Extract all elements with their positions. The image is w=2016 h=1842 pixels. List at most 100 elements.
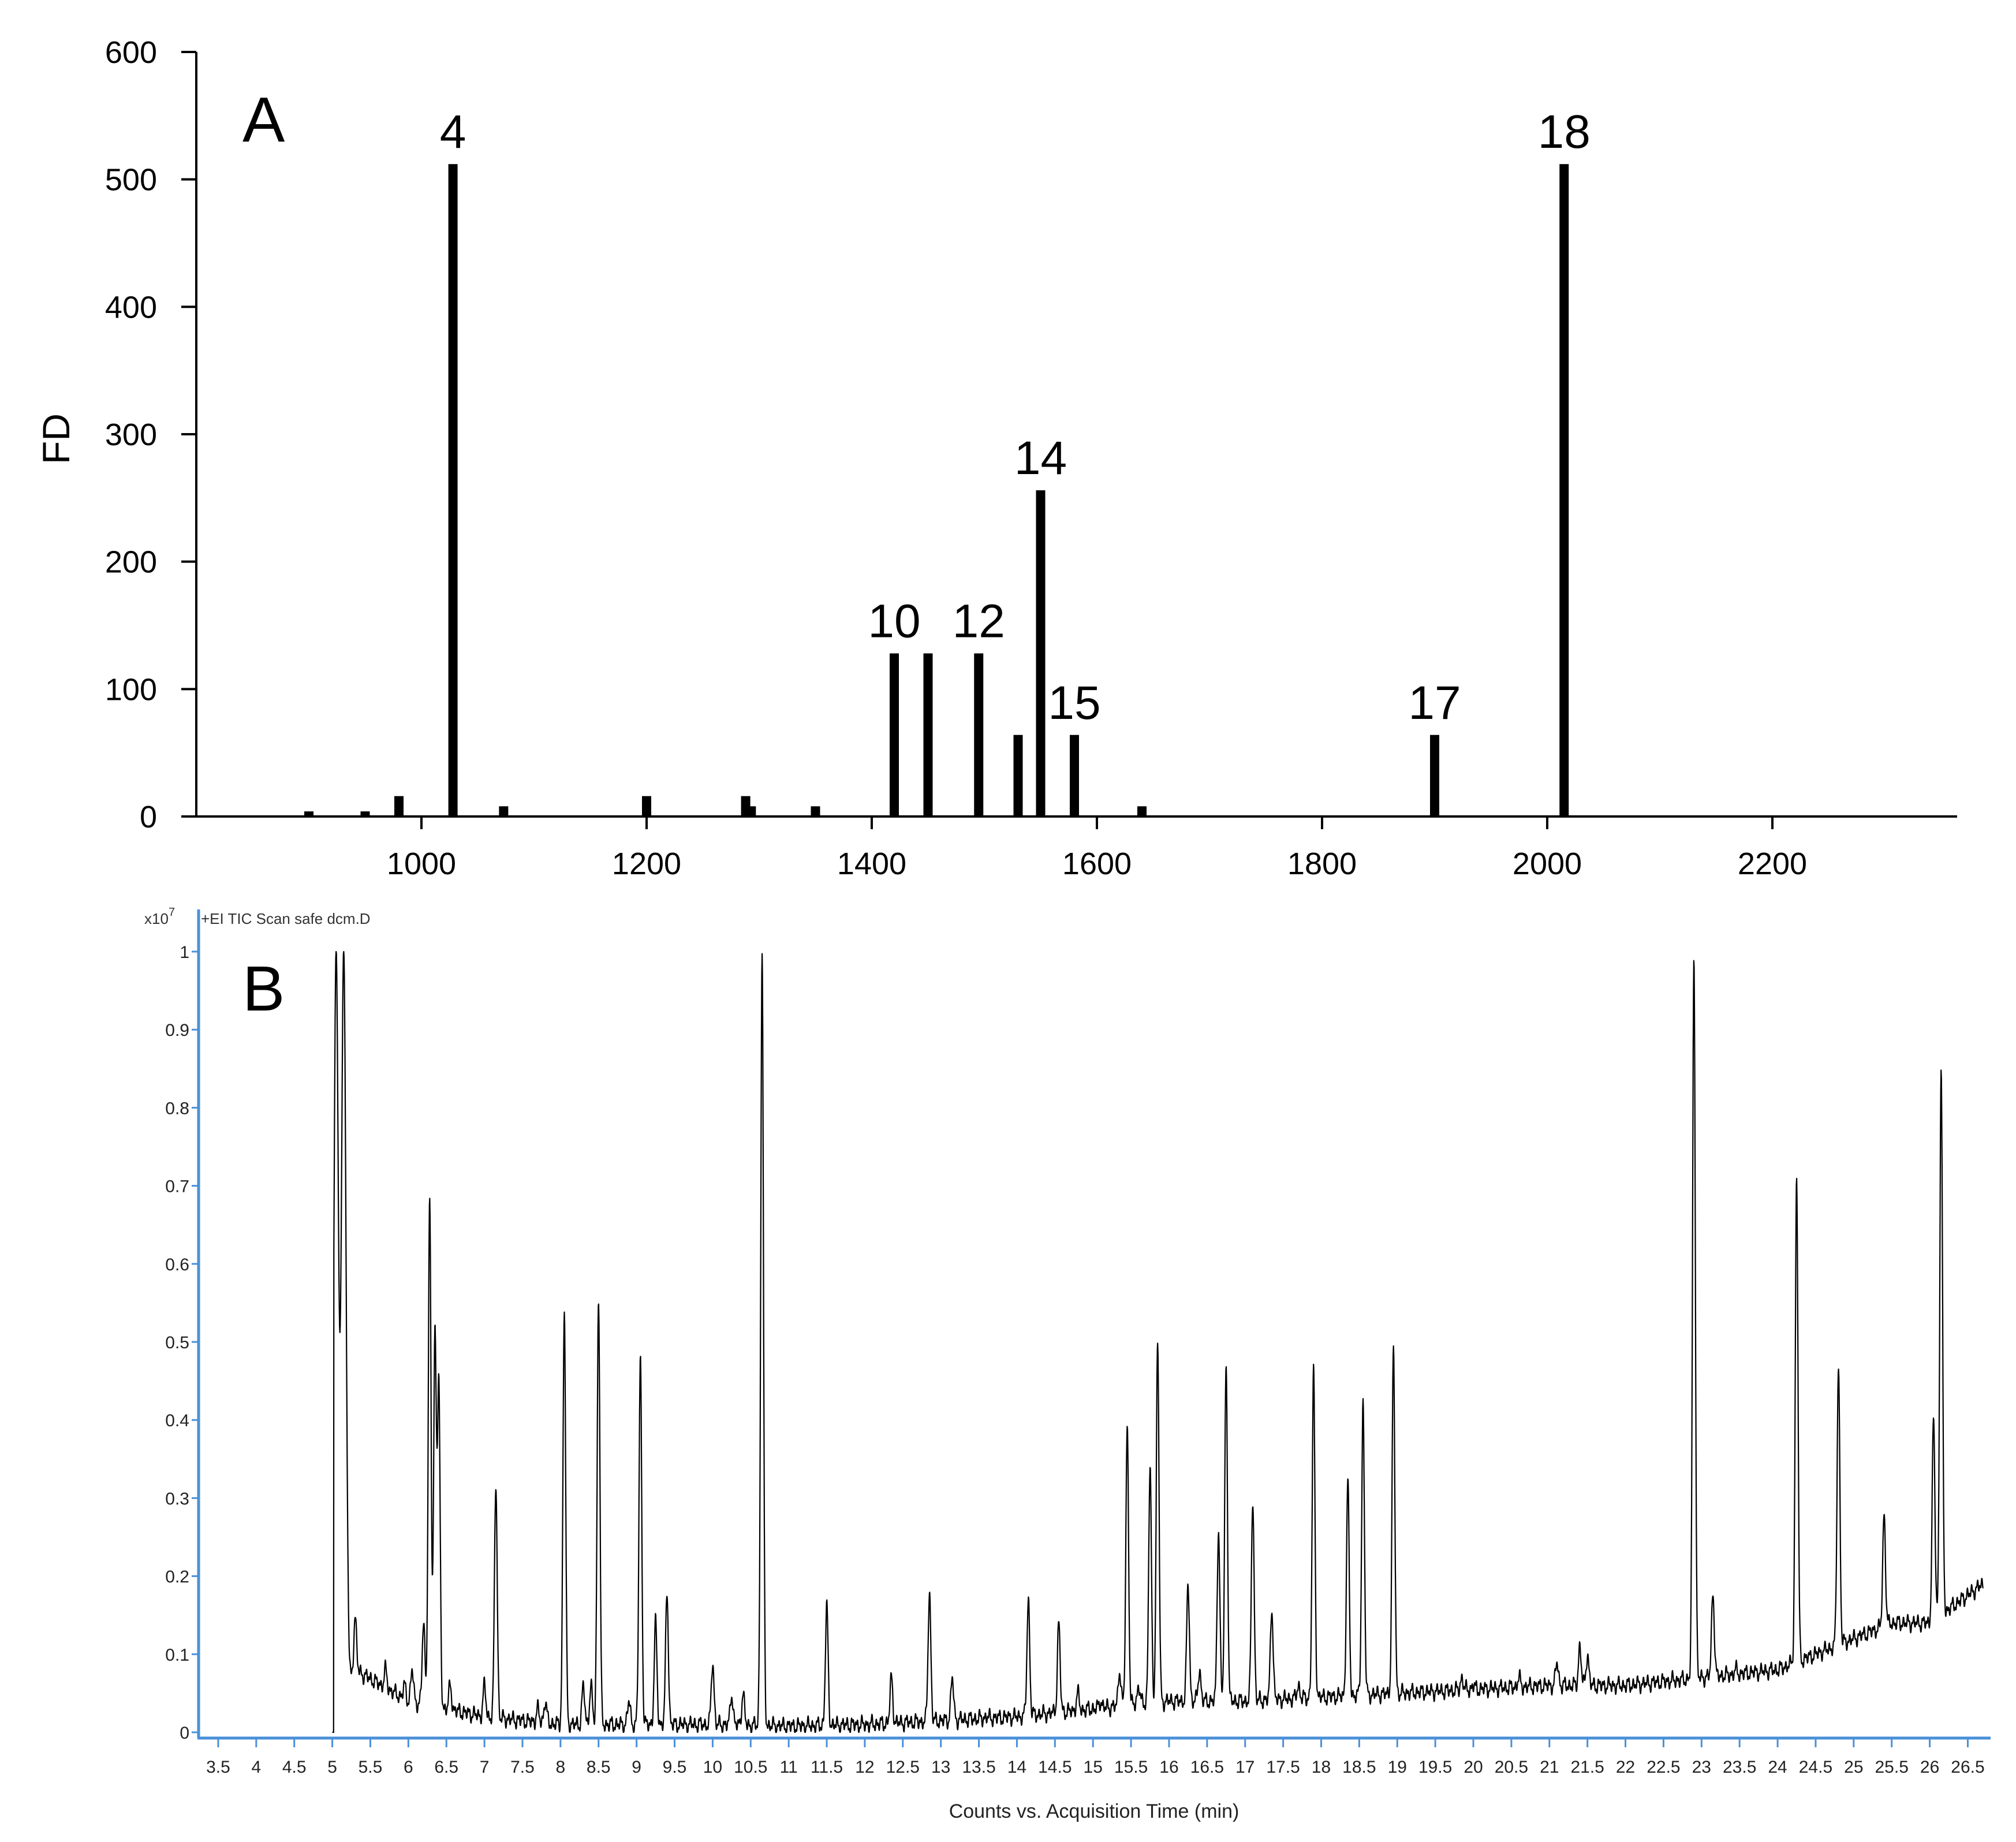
b-xtick-label: 21 <box>1540 1758 1559 1777</box>
panel-b-scale-exponent: 7 <box>169 906 175 919</box>
b-ytick-label: 0.1 <box>165 1646 189 1665</box>
a-ytick-label: 200 <box>105 545 157 580</box>
bar <box>448 164 458 817</box>
a-xtick-label: 2000 <box>1513 847 1582 881</box>
bar <box>394 796 404 816</box>
a-xtick-label: 1600 <box>1062 847 1132 881</box>
bar <box>890 653 899 816</box>
b-xtick-label: 22 <box>1616 1758 1635 1777</box>
bar <box>642 796 651 816</box>
bar <box>923 653 933 816</box>
panel-b: x10 7 +EI TIC Scan safe dcm.D B 0 0.1 0.2 0… <box>144 906 1991 1822</box>
panel-a-label: A <box>242 84 285 155</box>
b-xtick-label: 17 <box>1235 1758 1255 1777</box>
b-xtick-label: 6.5 <box>434 1758 458 1777</box>
bar <box>304 811 313 816</box>
b-ytick-label: 0.6 <box>165 1255 189 1274</box>
bar <box>746 806 756 816</box>
b-xtick-label: 24 <box>1768 1758 1787 1777</box>
a-ytick-label: 100 <box>105 672 157 707</box>
bar <box>1559 164 1569 817</box>
chromatogram-trace <box>332 950 1984 1733</box>
bar <box>1137 806 1147 816</box>
b-ytick-label: 0.7 <box>165 1177 189 1196</box>
b-xtick-label: 26 <box>1920 1758 1939 1777</box>
b-xtick-label: 4.5 <box>282 1758 307 1777</box>
bar <box>1430 734 1439 816</box>
b-ytick-label: 0.3 <box>165 1489 189 1508</box>
b-xtick-label: 25 <box>1844 1758 1863 1777</box>
b-xtick-label: 25.5 <box>1875 1758 1909 1777</box>
b-xtick-label: 5.5 <box>359 1758 383 1777</box>
panel-b-scale-label: x10 <box>144 910 169 927</box>
b-xtick-label: 26.5 <box>1951 1758 1984 1777</box>
b-xtick-label: 20 <box>1464 1758 1483 1777</box>
b-ytick-label: 0 <box>180 1724 189 1743</box>
peak-label: 15 <box>1048 677 1100 729</box>
peak-label: 10 <box>868 595 920 648</box>
b-xtick-label: 8.5 <box>587 1758 611 1777</box>
bar <box>1070 734 1079 816</box>
b-xtick-label: 15.5 <box>1114 1758 1148 1777</box>
peak-label: 14 <box>1014 432 1067 484</box>
bar <box>1013 734 1023 816</box>
b-xtick-label: 17.5 <box>1266 1758 1300 1777</box>
b-xtick-label: 20.5 <box>1495 1758 1528 1777</box>
bar <box>1036 490 1046 816</box>
a-ytick-label: 400 <box>105 290 157 325</box>
b-xtick-label: 13 <box>931 1758 950 1777</box>
b-xtick-label: 19.5 <box>1418 1758 1452 1777</box>
b-xtick-label: 14 <box>1007 1758 1026 1777</box>
panel-b-label: B <box>242 953 285 1024</box>
panel-a: A FD 0 100 200 300 400 500 600 1000 1200 1400 160… <box>35 35 1957 881</box>
bar <box>499 806 509 816</box>
b-xtick-label: 7.5 <box>510 1758 535 1777</box>
a-ytick-label: 0 <box>140 800 157 834</box>
b-xtick-label: 12 <box>855 1758 874 1777</box>
b-xtick-label: 3.5 <box>206 1758 230 1777</box>
a-xtick-label: 1000 <box>387 847 456 881</box>
b-xtick-label: 10 <box>703 1758 722 1777</box>
a-ytick-label: 300 <box>105 417 157 452</box>
b-xtick-label: 15 <box>1084 1758 1103 1777</box>
b-ytick-label: 0.8 <box>165 1099 189 1118</box>
a-xtick-label: 1400 <box>837 847 906 881</box>
b-xtick-label: 14.5 <box>1038 1758 1072 1777</box>
peak-label: 12 <box>953 595 1005 648</box>
b-xtick-label: 6 <box>404 1758 413 1777</box>
b-xtick-label: 13.5 <box>962 1758 995 1777</box>
b-xtick-label: 24.5 <box>1799 1758 1832 1777</box>
b-ytick-label: 0.5 <box>165 1333 189 1352</box>
bar <box>811 806 820 816</box>
peak-label: 17 <box>1408 677 1461 729</box>
a-xtick-label: 1800 <box>1287 847 1357 881</box>
b-xtick-label: 9 <box>632 1758 641 1777</box>
b-xtick-label: 10.5 <box>734 1758 767 1777</box>
panel-b-xlabel: Counts vs. Acquisition Time (min) <box>949 1800 1240 1822</box>
bar <box>360 811 370 816</box>
b-xtick-label: 22.5 <box>1647 1758 1680 1777</box>
a-ytick-label: 600 <box>105 35 157 70</box>
peak-label: 18 <box>1538 106 1591 158</box>
b-xtick-label: 19 <box>1388 1758 1407 1777</box>
b-xtick-label: 7 <box>480 1758 490 1777</box>
b-xtick-label: 9.5 <box>663 1758 687 1777</box>
b-xtick-label: 4 <box>251 1758 261 1777</box>
b-xtick-label: 16.5 <box>1190 1758 1224 1777</box>
bar <box>974 653 984 816</box>
b-ytick-label: 0.4 <box>165 1411 189 1430</box>
a-xtick-label: 1200 <box>612 847 681 881</box>
panel-b-title: +EI TIC Scan safe dcm.D <box>201 910 371 927</box>
b-xtick-label: 5 <box>327 1758 337 1777</box>
b-ytick-label: 0.9 <box>165 1021 189 1040</box>
b-ytick-label: 1 <box>180 943 189 962</box>
b-xtick-label: 11.5 <box>811 1758 843 1777</box>
b-xtick-label: 23.5 <box>1723 1758 1756 1777</box>
b-xtick-label: 12.5 <box>886 1758 920 1777</box>
b-xtick-label: 23 <box>1692 1758 1711 1777</box>
a-ytick-label: 500 <box>105 163 157 197</box>
b-xtick-label: 21.5 <box>1570 1758 1604 1777</box>
peak-label: 4 <box>440 106 466 158</box>
a-xtick-label: 2200 <box>1738 847 1807 881</box>
